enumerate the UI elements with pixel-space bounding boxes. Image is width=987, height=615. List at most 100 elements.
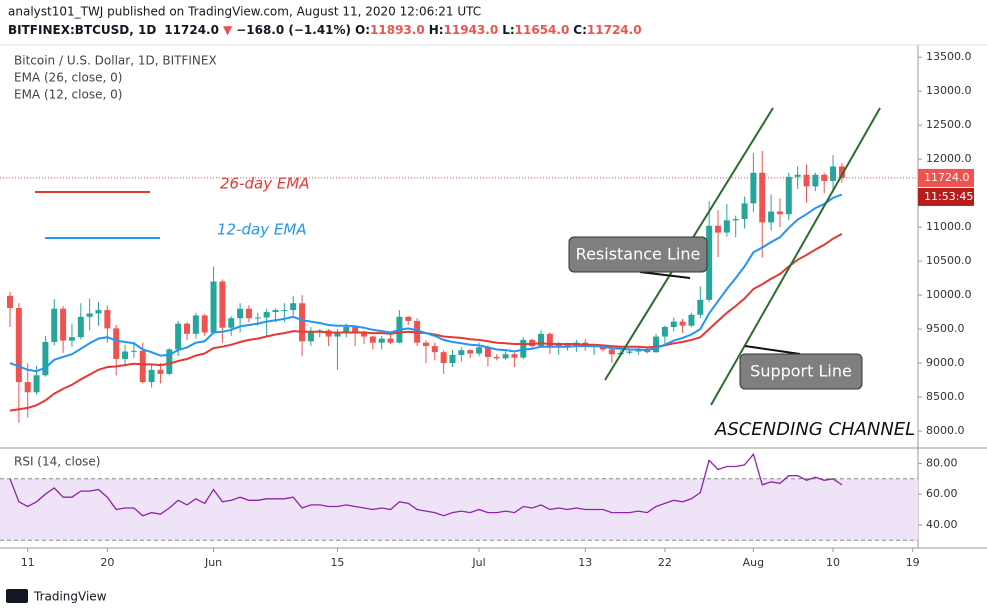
candle-body	[77, 316, 84, 338]
candle-body	[24, 382, 31, 393]
candle-body	[511, 354, 518, 358]
y-tick-label: 9500.0	[926, 322, 965, 335]
ema-line	[9, 193, 843, 373]
candle-body	[626, 351, 633, 353]
candle-body	[157, 369, 164, 374]
x-tick-label: 13	[578, 556, 592, 569]
y-tick-label: 12000.0	[926, 152, 972, 165]
candle-body	[263, 312, 270, 318]
candle-body	[343, 327, 350, 333]
candle-body	[139, 350, 146, 383]
candle-body	[166, 349, 173, 374]
candle-body	[812, 174, 819, 187]
y-tick-label: 8500.0	[926, 390, 965, 403]
candle-body	[599, 346, 606, 350]
y-tick-label: 40.00	[926, 518, 958, 531]
brand: TradingView	[33, 590, 107, 604]
annotation: ASCENDING CHANNEL	[714, 419, 915, 440]
candle-body	[210, 281, 217, 333]
candle-body	[387, 338, 394, 343]
o-label: O:	[355, 23, 370, 37]
candle-body	[254, 317, 261, 319]
candle-body	[307, 331, 314, 342]
publisher: analyst101_TWJ published on TradingView.…	[8, 5, 481, 19]
candle-body	[546, 333, 553, 348]
annotation: Support Line	[750, 362, 852, 381]
c-value: 11724.0	[587, 23, 642, 37]
l-value: 11654.0	[515, 23, 570, 37]
y-tick-label: 60.00	[926, 487, 958, 500]
countdown-label: 11:53:45	[924, 190, 973, 203]
logo	[6, 589, 28, 603]
candle-body	[148, 369, 155, 383]
legend-entry: EMA (12, close, 0)	[14, 88, 122, 102]
x-tick-label: Jul	[471, 556, 485, 569]
candle-body	[184, 323, 190, 334]
candle-body	[776, 211, 783, 215]
candle-body	[290, 303, 297, 311]
candle-body	[750, 172, 757, 204]
candle-body	[33, 375, 40, 393]
candle-body	[431, 346, 438, 353]
l-label: L:	[502, 23, 514, 37]
candle-body	[608, 349, 615, 355]
candle-body	[670, 321, 677, 328]
candle-body	[697, 299, 704, 315]
candle-body	[449, 354, 456, 364]
candle-body	[228, 318, 235, 328]
symbol: BITFINEX:BTCUSD, 1D	[8, 23, 156, 37]
candle-body	[661, 327, 668, 337]
candle-body	[405, 316, 412, 321]
x-tick-label: 15	[330, 556, 344, 569]
candle-body	[706, 225, 713, 300]
candle-body	[476, 347, 483, 354]
candle-body	[794, 174, 801, 177]
x-tick-label: Jun	[204, 556, 222, 569]
candle-body	[42, 341, 49, 376]
candle-body	[60, 308, 67, 341]
candle-body	[484, 347, 491, 357]
h-label: H:	[429, 23, 444, 37]
candle-body	[51, 308, 58, 342]
countdown-tag	[918, 187, 974, 206]
candle-body	[768, 211, 775, 223]
h-value: 11943.0	[444, 23, 499, 37]
candle-body	[201, 315, 208, 333]
candle-body	[245, 308, 252, 319]
y-tick-label: 80.00	[926, 456, 958, 469]
candle-body	[458, 350, 465, 355]
y-tick-label: 13500.0	[926, 50, 972, 63]
change: −168.0 (−1.41%)	[236, 23, 351, 37]
candle-body	[378, 338, 385, 343]
support-box	[739, 353, 863, 390]
candle-body	[334, 332, 341, 337]
y-tick-label: 11000.0	[926, 220, 972, 233]
price-tag-label: 11724.0	[924, 171, 970, 184]
symbol-line: BITFINEX:BTCUSD, 1D 11724.0 ▼ −168.0 (−1.41…	[8, 23, 642, 37]
x-tick-label: 22	[658, 556, 672, 569]
rsi-line	[9, 452, 843, 517]
y-tick-label: 9000.0	[926, 356, 965, 369]
last: 11724.0	[164, 23, 219, 37]
candle-body	[467, 350, 474, 354]
candle-body	[86, 313, 93, 317]
candle-body	[741, 203, 748, 219]
candle-body	[830, 166, 837, 181]
candle-body	[272, 310, 279, 313]
candle-body	[440, 352, 447, 364]
legend-entry: EMA (26, close, 0)	[14, 71, 122, 85]
y-tick-label: 12500.0	[926, 118, 972, 131]
candle-body	[564, 343, 571, 347]
candle-body	[821, 174, 828, 181]
candle-body	[175, 323, 182, 350]
pointer	[639, 271, 691, 279]
annotation: Resistance Line	[576, 245, 701, 264]
candle-body	[538, 333, 544, 347]
candle-body	[803, 174, 810, 187]
candle-body	[130, 350, 137, 352]
candle-body	[653, 336, 660, 353]
candle-body	[422, 342, 429, 347]
candle-body	[352, 327, 359, 332]
plot: 8000.0 8500.0 9000.0 9500.0 10000.0 10500.0 11…	[0, 50, 974, 569]
